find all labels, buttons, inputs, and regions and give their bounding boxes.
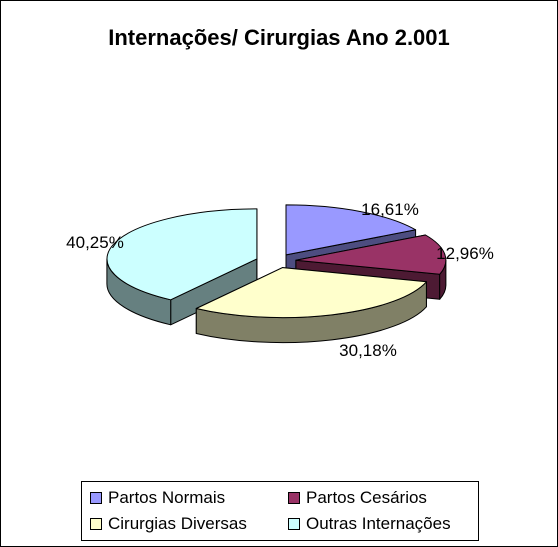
legend-item-outras-internacoes: Outras Internações <box>288 512 451 536</box>
legend-swatch-partos-cesarios <box>288 492 300 504</box>
legend-item-cirurgias-diversas: Cirurgias Diversas <box>90 512 247 536</box>
legend-item-partos-normais: Partos Normais <box>90 486 225 510</box>
legend-swatch-cirurgias-diversas <box>90 518 102 530</box>
legend-item-partos-cesarios: Partos Cesários <box>288 486 427 510</box>
legend: Partos Normais Partos Cesários Cirurgias… <box>81 481 479 541</box>
pie-chart: 16,61% 12,96% 30,18% 40,25% <box>66 200 494 360</box>
legend-label-outras-internacoes: Outras Internações <box>306 514 451 533</box>
slice-label-outras-internacoes: 40,25% <box>66 233 124 252</box>
slice-top-partos-normais <box>285 204 417 256</box>
slice-label-partos-normais: 16,61% <box>361 200 419 219</box>
slice-top-partos-cesarios <box>295 234 447 275</box>
chart-title: Internações/ Cirurgias Ano 2.001 <box>108 25 450 50</box>
slice-label-partos-cesarios: 12,96% <box>436 244 494 263</box>
slice-top-cirurgias-diversas <box>195 267 427 319</box>
legend-label-partos-cesarios: Partos Cesários <box>306 488 427 507</box>
legend-label-partos-normais: Partos Normais <box>108 488 226 507</box>
slice-top-outras-internacoes <box>106 208 258 301</box>
legend-swatch-partos-normais <box>90 492 102 504</box>
legend-label-cirurgias-diversas: Cirurgias Diversas <box>108 514 247 533</box>
slice-label-cirurgias-diversas: 30,18% <box>339 341 397 360</box>
legend-swatch-outras-internacoes <box>288 518 300 530</box>
